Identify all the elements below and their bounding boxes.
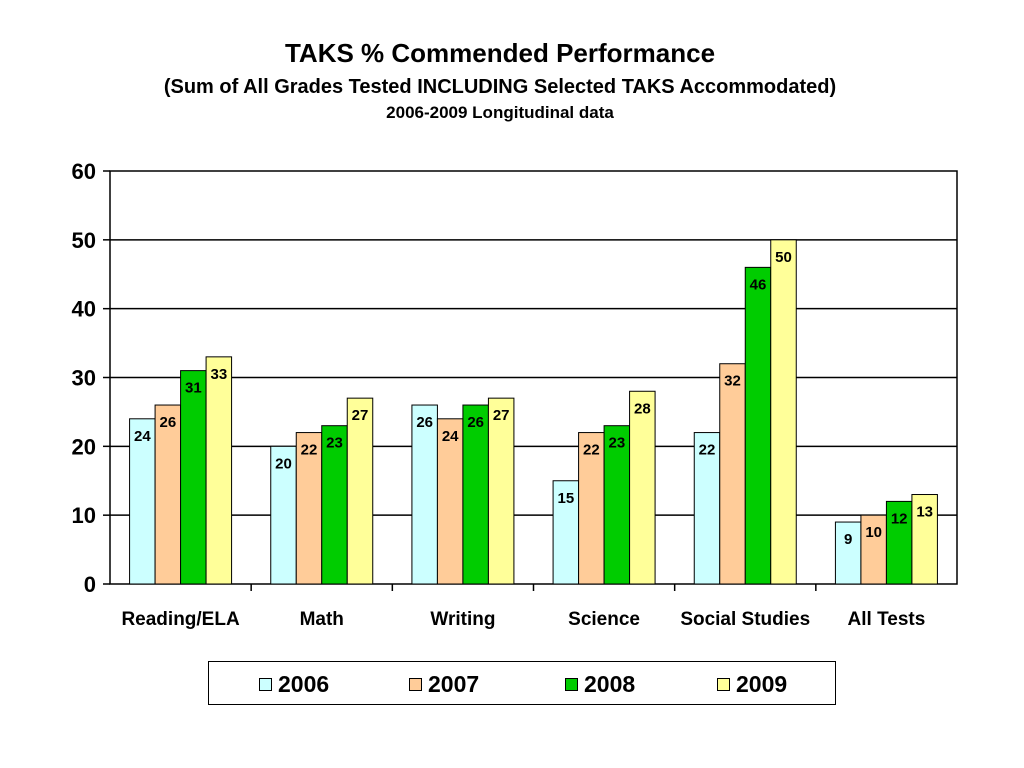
bar	[487, 397, 515, 585]
legend-item: 2009	[717, 671, 787, 697]
y-tick-label: 20	[72, 434, 96, 459]
data-label: 26	[467, 414, 484, 431]
data-label: 31	[185, 380, 202, 397]
data-label: 22	[583, 442, 600, 459]
legend-item: 2008	[565, 671, 635, 697]
data-label: 22	[699, 442, 716, 459]
x-tick-label: Science	[568, 609, 640, 630]
x-tick-label: Reading/ELA	[121, 609, 240, 630]
y-tick-label: 0	[84, 572, 96, 597]
data-label: 23	[326, 435, 343, 452]
chart-subsubtitle: 2006-2009 Longitudinal data	[386, 103, 614, 122]
legend-label: 2006	[278, 670, 330, 697]
data-label: 24	[134, 428, 151, 445]
bar	[834, 521, 862, 585]
bar	[911, 494, 938, 585]
data-label: 26	[416, 414, 433, 431]
legend-label: 2008	[584, 670, 636, 697]
bar	[885, 500, 913, 585]
bar	[321, 425, 348, 585]
data-label: 22	[301, 442, 318, 459]
bar	[295, 432, 323, 585]
bar	[154, 404, 182, 585]
bar	[411, 404, 438, 585]
data-label: 24	[442, 428, 459, 445]
y-tick-label: 60	[72, 159, 96, 184]
bar	[744, 266, 772, 585]
bar	[346, 397, 374, 585]
x-tick-label: Math	[300, 609, 344, 630]
data-label: 10	[865, 524, 882, 541]
x-tick-label: Social Studies	[680, 609, 810, 630]
data-label: 46	[750, 276, 767, 293]
bar	[552, 480, 580, 585]
bar	[180, 370, 207, 585]
bar	[270, 445, 297, 585]
bar	[462, 404, 489, 585]
y-tick-label: 50	[72, 228, 96, 253]
bar	[719, 363, 746, 585]
data-label: 50	[775, 249, 792, 266]
data-label: 27	[493, 407, 510, 424]
chart-subtitle: (Sum of All Grades Tested INCLUDING Sele…	[163, 76, 837, 98]
legend-swatch	[565, 677, 578, 691]
data-label: 9	[844, 531, 852, 548]
chart-title: TAKS % Commended Performance	[284, 38, 716, 68]
legend-label: 2007	[428, 670, 480, 697]
bar	[603, 425, 631, 585]
data-label: 27	[352, 407, 369, 424]
data-label: 33	[210, 366, 227, 383]
data-label: 23	[608, 435, 625, 452]
legend: 2006 2007 2008 2009	[208, 661, 836, 705]
legend-item: 2006	[259, 671, 329, 697]
bar	[860, 514, 887, 585]
bar-chart: 0 10 20 30 40 50 60 24 26 31 33 Reading/ELA 20 22 23 27…	[72, 159, 958, 630]
data-label: 26	[159, 414, 176, 431]
bar	[436, 418, 464, 585]
legend-swatch	[717, 677, 730, 691]
y-tick-label: 10	[72, 503, 96, 528]
data-label: 12	[891, 510, 908, 527]
data-label: 13	[916, 504, 933, 521]
x-tick-label: Writing	[430, 609, 495, 630]
data-label: 20	[275, 455, 292, 472]
legend-swatch	[259, 677, 272, 691]
data-label: 32	[724, 373, 741, 390]
bar	[629, 390, 656, 585]
bar	[205, 356, 233, 585]
legend-swatch	[409, 677, 422, 691]
bar	[693, 432, 721, 585]
legend-label: 2009	[736, 670, 788, 697]
y-tick-label: 40	[72, 297, 96, 322]
bar	[770, 239, 797, 585]
legend-item: 2007	[409, 671, 479, 697]
data-label: 28	[634, 400, 651, 417]
x-tick-label: All Tests	[848, 609, 926, 630]
y-tick-label: 30	[72, 366, 96, 391]
data-label: 15	[557, 490, 574, 507]
